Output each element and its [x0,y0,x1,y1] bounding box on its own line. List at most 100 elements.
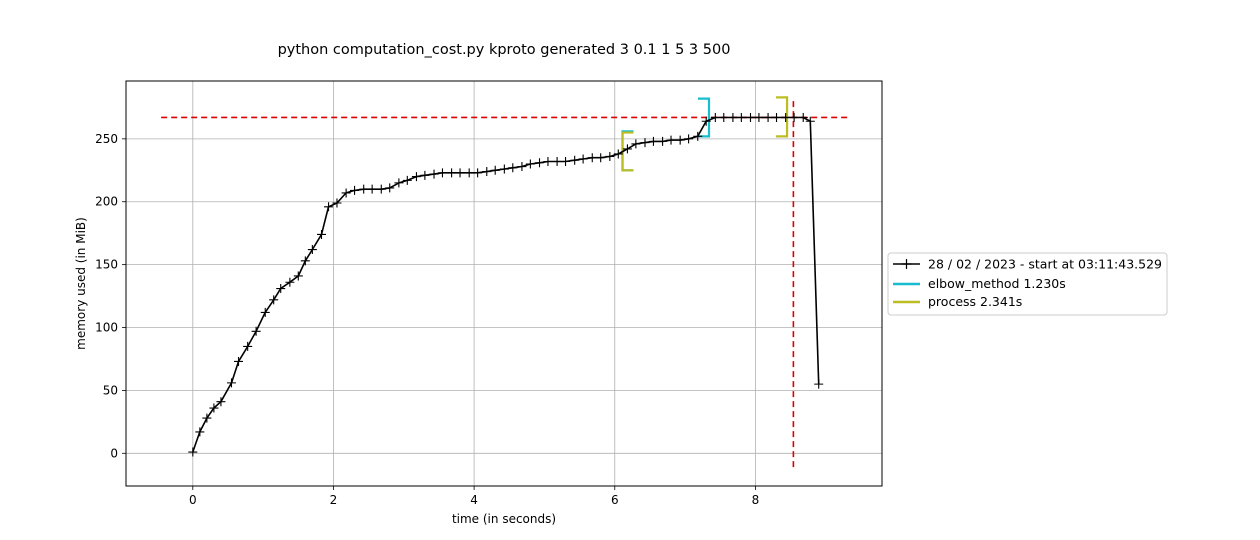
data-point-marker [195,427,205,437]
data-point-marker [202,413,212,423]
y-tick-label: 200 [95,195,118,209]
data-point-marker [285,277,295,287]
data-point-marker [341,188,351,198]
data-point-marker [648,136,658,146]
data-point-marker [517,162,527,172]
elbow-method-bracket [697,97,711,138]
chart-title: python computation_cost.py kproto genera… [278,42,731,58]
data-point-marker [805,116,815,126]
data-point-marker [578,154,588,164]
data-point-marker [561,156,571,166]
data-point-marker [473,168,483,178]
x-ticks: 0 2 4 6 8 [189,486,759,507]
y-axis-label: memory used (in MiB) [74,217,88,350]
data-point-marker [455,168,465,178]
data-point-marker [798,112,808,122]
x-tick-label: 0 [189,493,197,507]
data-point-marker [385,183,395,193]
data-point-marker [324,202,334,212]
x-tick-label: 2 [330,493,338,507]
x-axis-label: time (in seconds) [452,512,556,526]
data-point-marker [570,155,580,165]
data-point-marker [719,112,729,122]
grid [126,81,882,486]
data-point-marker [701,116,711,126]
legend-label-series: 28 / 02 / 2023 - start at 03:11:43.529 [928,257,1162,272]
data-point-marker [543,156,553,166]
data-point-marker [300,256,310,266]
data-point-marker [482,167,492,177]
data-point-marker [587,153,597,163]
data-point-marker [631,139,641,149]
data-point-marker [596,153,606,163]
data-point-marker [350,185,360,195]
data-point-marker [605,151,615,161]
legend-plus-marker-icon [901,259,912,269]
data-point-marker [216,397,226,407]
data-point-marker [552,156,562,166]
data-point-marker [464,168,474,178]
data-point-marker [394,178,404,188]
data-point-marker [411,172,421,182]
legend: 28 / 02 / 2023 - start at 03:11:43.529 e… [887,252,1168,316]
x-tick-label: 4 [470,493,478,507]
data-point-marker [367,184,377,194]
data-point-marker [234,356,244,366]
data-point-marker [710,112,720,122]
data-point-marker [693,131,703,141]
legend-label-elbow: elbow_method 1.230s [928,276,1066,291]
data-point-marker [490,165,500,175]
data-point-marker [754,112,764,122]
x-tick-label: 8 [752,493,760,507]
data-point-marker [613,149,623,159]
plot-content [161,96,851,468]
data-point-marker [332,198,342,208]
data-point-marker [736,112,746,122]
data-point-marker [243,341,253,351]
data-point-marker [789,112,799,122]
data-point-marker [814,379,824,389]
data-point-marker [508,163,518,173]
data-point-marker [251,326,261,336]
y-tick-label: 100 [95,321,118,335]
data-point-marker [269,295,279,305]
data-point-marker [402,175,412,185]
y-ticks: 0 50 100 150 200 250 [95,132,126,460]
y-tick-label: 50 [103,383,118,397]
data-point-marker [666,135,676,145]
data-point-marker [209,403,219,413]
data-point-marker [781,112,791,122]
data-point-marker [420,170,430,180]
data-point-marker [317,229,327,239]
legend-box [887,252,1168,316]
data-point-marker [260,307,270,317]
data-point-marker [525,159,535,169]
y-tick-label: 250 [95,132,118,146]
data-point-marker [772,112,782,122]
memory-series-line [192,116,820,453]
data-point-marker [728,112,738,122]
y-tick-label: 0 [110,446,118,460]
y-tick-label: 150 [95,258,118,272]
data-point-marker [307,245,317,255]
data-point-marker [437,168,447,178]
data-point-marker [684,134,694,144]
data-point-marker [745,112,755,122]
data-point-marker [429,169,439,179]
data-point-marker [622,144,632,154]
data-point-marker [226,378,236,388]
data-point-marker [359,184,369,194]
legend-label-process: process 2.341s [928,294,1022,309]
data-point-marker [535,158,545,168]
data-point-marker [675,135,685,145]
data-point-marker [293,271,303,281]
data-point-marker [658,136,668,146]
data-point-marker [276,284,286,294]
x-tick-label: 6 [611,493,619,507]
data-point-marker [447,168,457,178]
data-point-marker [640,138,650,148]
data-point-marker [376,184,386,194]
data-point-marker [188,447,198,457]
data-point-marker [763,112,773,122]
